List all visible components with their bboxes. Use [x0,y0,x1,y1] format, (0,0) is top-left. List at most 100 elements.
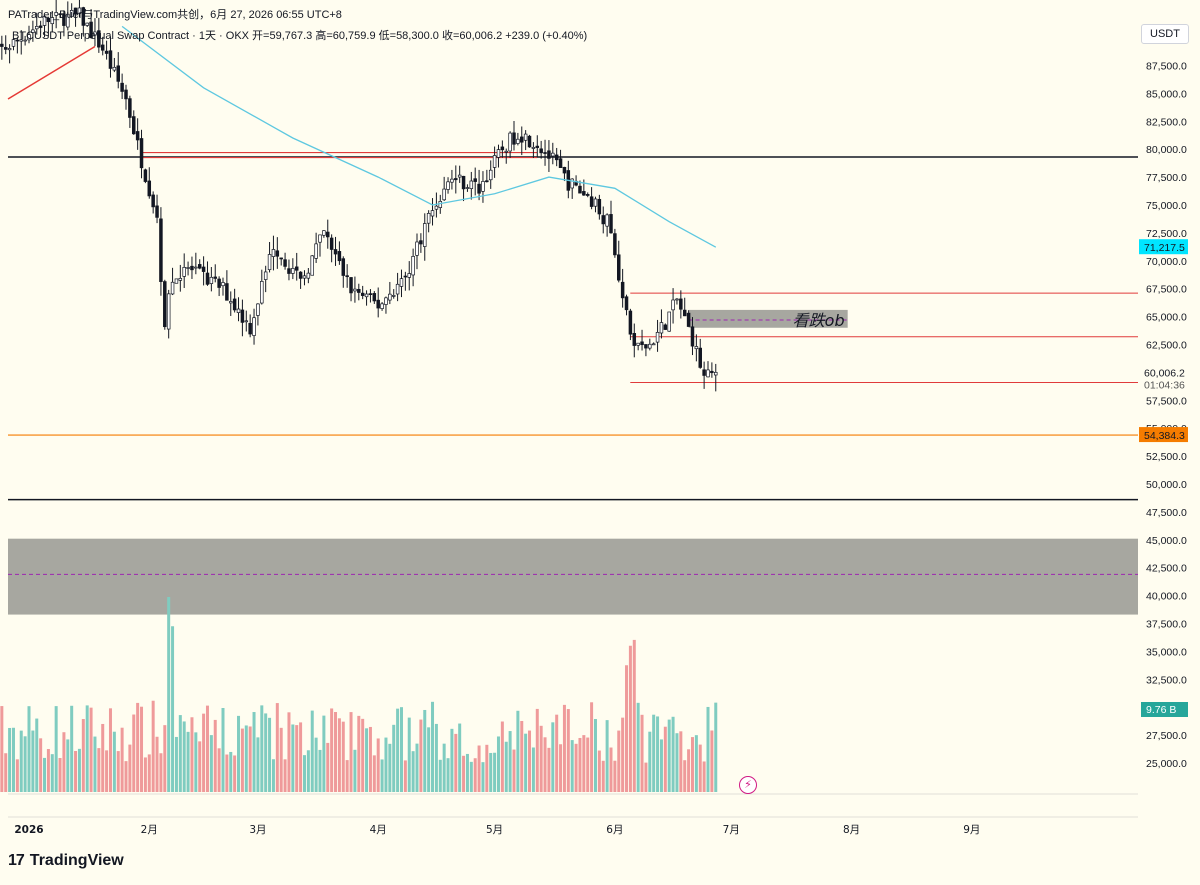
moving-average-line [121,25,717,248]
candle-body [194,266,198,269]
candle-body [166,293,171,330]
candle-body [558,158,563,168]
y-tick-label: 80,000.0 [1146,144,1187,156]
candle-body [496,149,501,158]
candle-body [69,10,74,17]
candle-body [411,256,415,276]
candle-body [135,131,140,141]
volume-bar [690,737,694,792]
x-tick-label: 6月 [606,824,623,836]
volume-bar [171,626,175,792]
candle-body [481,181,485,192]
volume-bar [656,716,660,792]
volume-bar [213,719,217,792]
volume-bar [617,730,621,792]
volume-bar [205,705,209,792]
candle-body [3,47,8,50]
volume-bar [659,739,663,792]
x-tick-label: 2月 [141,824,158,836]
candle-body [663,324,668,330]
candle-body [283,259,287,267]
candle-body [690,326,695,347]
y-tick-label: 37,500.0 [1146,619,1187,631]
volume-bar [143,757,147,792]
candle-body [648,343,652,349]
y-tick-label: 65,000.0 [1146,312,1187,324]
candle-body [617,254,621,281]
candle-body [430,210,435,217]
candle-body [329,237,334,250]
candle-body [675,298,679,301]
volume-bar [11,727,15,792]
candle-body [391,295,396,297]
volume-bar [50,754,54,792]
volume-bar [508,731,512,792]
lightning-icon[interactable]: ⚡ [739,776,757,794]
volume-bar [431,701,435,792]
candle-body [442,188,446,201]
volume-bar [465,753,469,792]
y-tick-label: 77,500.0 [1146,172,1187,184]
volume-bar [15,759,19,792]
volume-bar [136,702,140,792]
candle-body [209,276,214,284]
x-tick-label: 4月 [370,824,387,836]
volume-bar [275,703,279,792]
y-tick-label: 35,000.0 [1146,646,1187,658]
currency-selector[interactable]: USDT [1141,24,1189,44]
candle-body [380,303,384,309]
volume-bar [27,706,31,792]
y-tick-label: 40,000.0 [1146,591,1187,603]
volume-bar [458,723,462,792]
candle-body [535,145,540,148]
candle-body [11,39,16,47]
symbol-ohlc-line[interactable]: BTCUSDT Perpetual Swap Contract · 1天 · O… [12,30,588,42]
candle-body [585,194,590,196]
candle-body [562,166,567,174]
volume-bar [702,761,706,792]
candle-body [710,370,714,374]
candle-body [508,132,512,152]
candle-body [248,322,252,335]
candle-body [112,66,117,71]
volume-bar [520,720,524,792]
volume-bar [601,760,605,792]
volume-bar [345,760,349,792]
candle-body [597,198,602,215]
candle-body [232,298,237,311]
ma-price-badge-bg [1139,239,1188,255]
volume-bar [295,725,299,792]
volume-bar [233,755,237,792]
volume-bar [640,714,644,792]
candle-body [310,255,314,276]
volume-bar [535,708,539,792]
y-tick-label: 85,000.0 [1146,88,1187,100]
candle-body [0,43,4,47]
candle-body [655,332,660,343]
volume-bar [128,744,132,792]
candle-body [694,346,699,350]
volume-bar [140,706,144,792]
candle-body [38,25,43,28]
volume-badge-bg [1141,702,1188,717]
x-tick-label: 8月 [843,824,860,836]
volume-bar [496,736,500,792]
volume-bar [551,722,555,792]
candle-body [551,152,555,157]
volume-bar [116,751,120,792]
volume-bar [163,725,167,792]
y-tick-label: 45,000.0 [1146,535,1187,547]
volume-bar [694,735,698,792]
volume-bar [81,719,85,792]
volume-bar [19,730,23,792]
candle-body [384,297,388,305]
tradingview-brand[interactable]: 17 TradingView [8,852,124,870]
volume-bar [105,750,109,792]
y-tick-label: 25,000.0 [1146,758,1187,770]
volume-bar [531,747,535,792]
volume-bar [667,719,671,792]
candle-body [326,231,330,238]
x-tick-label: 5月 [486,824,503,836]
candle-body [360,292,365,296]
